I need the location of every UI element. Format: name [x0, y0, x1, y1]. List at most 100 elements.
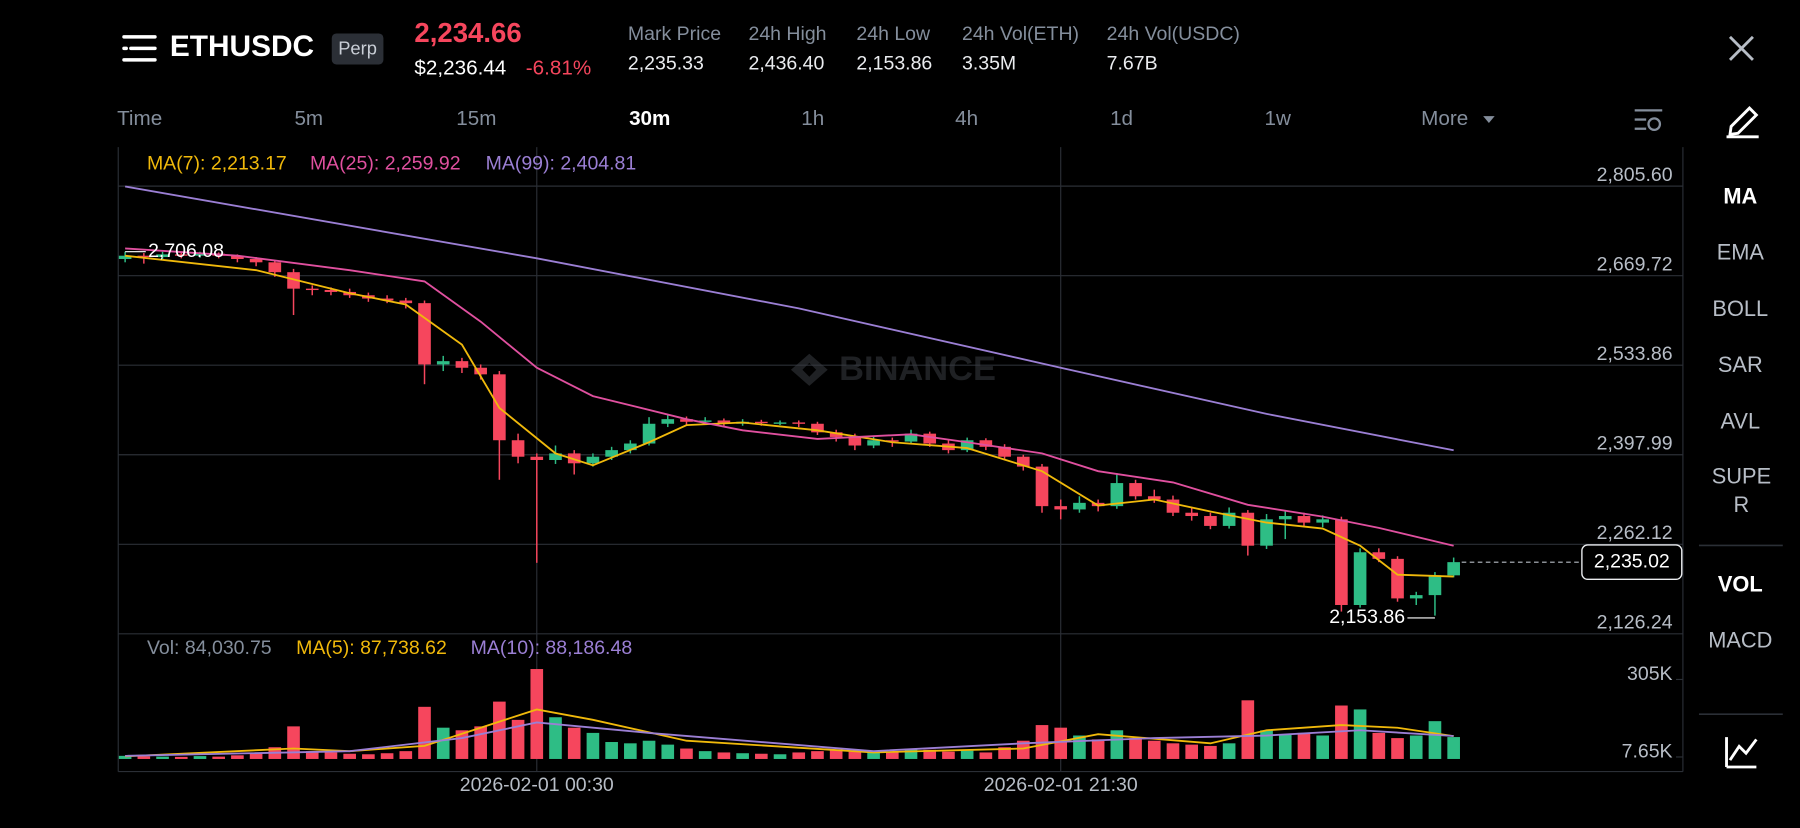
indicator-tab[interactable]: AVL	[1721, 408, 1761, 433]
interval-tab[interactable]: 1h	[801, 107, 824, 130]
candles	[118, 251, 1460, 616]
candle-body	[1335, 519, 1348, 605]
last-price-tag[interactable]	[1581, 544, 1683, 581]
candle-body	[249, 259, 263, 263]
candle-body	[1016, 456, 1030, 467]
candle-body	[193, 253, 207, 256]
volume-bar	[848, 751, 862, 759]
stat-value: 7.67B	[1107, 53, 1158, 75]
interval-tab[interactable]: 15m	[456, 107, 496, 130]
candle-body	[1073, 502, 1086, 510]
candle-body	[998, 446, 1011, 457]
interval-tab[interactable]: 30m	[629, 107, 670, 130]
volume-bar	[418, 706, 431, 759]
volume-legend: Vol: 84,030.75	[147, 637, 272, 659]
y-tick-label: 2,262.12	[1597, 522, 1673, 544]
volume-bar	[717, 752, 731, 759]
close-button[interactable]	[1728, 35, 1754, 61]
more-arrow[interactable]	[1483, 116, 1495, 123]
candle-body	[605, 450, 618, 457]
chart-type-icon[interactable]	[1725, 737, 1758, 769]
stat-value: 2,436.40	[748, 53, 824, 75]
volume-bar	[586, 732, 600, 759]
candle-body	[1241, 512, 1255, 546]
interval-tab[interactable]: 1w	[1264, 107, 1290, 130]
stat-label: 24h Low	[856, 23, 931, 45]
volume-bar	[324, 752, 338, 759]
indicator-tab[interactable]: MA	[1723, 183, 1757, 208]
candle-body	[1353, 552, 1367, 605]
volume-bar	[773, 754, 787, 759]
volume-bar	[212, 756, 225, 759]
volume-bar	[1372, 732, 1386, 759]
candle-body	[1372, 552, 1386, 559]
candle-body	[324, 289, 338, 292]
candle-body	[624, 443, 637, 451]
ma-line	[125, 247, 1454, 547]
volume-bar	[1185, 744, 1199, 759]
draw-icon[interactable]	[1726, 106, 1759, 139]
y-tick-label: 7.65K	[1622, 741, 1673, 763]
candle-body	[1035, 466, 1049, 507]
candle-body	[1428, 575, 1442, 596]
volume-bar	[174, 756, 188, 759]
volume-bar	[1166, 743, 1180, 759]
candle-body	[1447, 562, 1460, 576]
volume-bar	[1129, 738, 1142, 759]
candle-body	[474, 367, 487, 375]
candle-body	[399, 300, 413, 304]
contract-badge	[331, 33, 384, 65]
candle-body	[1409, 595, 1423, 599]
indicator-tab[interactable]: BOLL	[1712, 296, 1768, 321]
indicator-tab[interactable]: SAR	[1718, 352, 1763, 377]
candle-body	[755, 421, 768, 424]
menu-icon[interactable]	[122, 35, 157, 62]
volume-bar	[287, 726, 300, 759]
volume-bar	[1147, 740, 1161, 759]
volume-bar	[137, 756, 151, 759]
settings-icon[interactable]	[1634, 109, 1663, 132]
volume-bar	[1091, 739, 1105, 759]
candle-body	[1129, 483, 1142, 497]
candle-body	[848, 436, 862, 446]
volume-bar	[792, 752, 806, 759]
indicator-tab[interactable]: SUPER	[1697, 463, 1787, 527]
indicator-tab[interactable]: MACD	[1708, 628, 1772, 653]
volume-bar	[1241, 700, 1255, 759]
candle-body	[305, 288, 319, 291]
candle-body	[268, 262, 282, 273]
volume-bar	[399, 751, 413, 759]
volume-bar	[1278, 734, 1292, 759]
legend-entry: MA(5): 87,738.62	[296, 637, 447, 659]
volume-bar	[549, 717, 562, 759]
volume-bar	[118, 755, 132, 759]
candle-body	[137, 255, 151, 258]
indicator-tab[interactable]: VOL	[1718, 571, 1763, 596]
indicator-label[interactable]: SUPER	[1711, 465, 1772, 518]
interval-tab[interactable]: 1d	[1110, 107, 1133, 130]
candle-body	[418, 303, 431, 365]
volume-bar	[680, 748, 693, 759]
volume-bar	[1409, 735, 1423, 759]
candle-body	[811, 423, 824, 433]
volume-bar	[343, 753, 356, 759]
candle-body	[586, 456, 600, 464]
candle-body	[549, 453, 562, 461]
interval-tab: Time	[117, 107, 162, 130]
volume-bar	[624, 743, 637, 759]
indicator-tab[interactable]: EMA	[1717, 240, 1765, 265]
x-tick-label: 2026-02-01 21:30	[984, 774, 1138, 796]
stat-value: 2,153.86	[856, 53, 932, 75]
candle-body	[829, 432, 843, 437]
candle-body	[156, 254, 169, 258]
interval-tab[interactable]: 4h	[955, 107, 978, 130]
y-tick-label: 2,397.99	[1597, 433, 1673, 455]
candle-body	[923, 433, 937, 444]
interval-tab[interactable]: 5m	[294, 107, 323, 130]
volume-bar	[1335, 705, 1348, 759]
grid	[117, 147, 1684, 773]
interval-tab[interactable]: More	[1421, 107, 1468, 130]
last-price: 2,234.66	[414, 17, 521, 48]
volume-bar	[380, 753, 394, 759]
